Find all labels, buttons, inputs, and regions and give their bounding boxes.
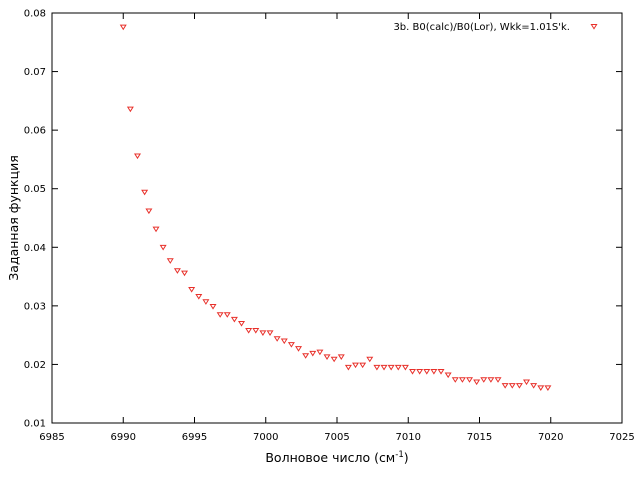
x-tick-label: 7000	[253, 432, 278, 443]
data-point	[494, 377, 502, 383]
data-point	[316, 349, 324, 356]
data-point	[273, 336, 281, 342]
data-point	[437, 369, 445, 375]
x-tick-label: 7005	[324, 432, 349, 443]
data-point	[451, 377, 459, 383]
data-point	[480, 377, 488, 383]
data-point	[166, 258, 174, 264]
x-tick-label: 6995	[182, 432, 207, 443]
data-point	[466, 377, 474, 383]
x-tick-label: 6985	[39, 432, 64, 443]
data-point	[259, 330, 267, 336]
data-point	[359, 362, 367, 369]
y-tick-label: 0.02	[24, 360, 46, 371]
data-point	[487, 377, 495, 383]
data-point	[141, 189, 149, 196]
data-point	[209, 303, 217, 310]
x-tick-label: 7015	[467, 432, 492, 443]
x-tick-label: 6990	[111, 432, 136, 443]
data-point	[159, 244, 167, 251]
y-axis-label: Заданная функция	[6, 155, 21, 280]
data-point	[195, 294, 203, 300]
y-tick-label: 0.01	[24, 419, 46, 430]
data-point	[188, 287, 196, 293]
x-axis-ticks: 6985 6990 6995 7000 7005 7010 7015 7020 7025	[39, 13, 635, 443]
data-point	[416, 369, 424, 375]
y-axis-ticks: 0.01 0.02 0.03 0.04 0.05 0.06 0.07 0.08	[24, 9, 622, 430]
data-point	[401, 364, 409, 371]
data-point	[287, 342, 295, 348]
data-point	[280, 338, 288, 345]
y-tick-label: 0.08	[24, 9, 46, 20]
data-point	[302, 353, 310, 359]
y-tick-label: 0.05	[24, 184, 46, 195]
data-point	[295, 346, 303, 352]
data-point	[366, 356, 374, 363]
plot-area-frame	[51, 12, 623, 424]
x-axis-label-suffix: )	[404, 450, 409, 465]
y-tick-label: 0.04	[24, 243, 46, 254]
data-point	[133, 153, 142, 160]
data-point	[515, 383, 523, 389]
data-point	[523, 379, 531, 386]
data-point	[387, 364, 395, 371]
data-point	[337, 354, 345, 360]
data-point	[266, 330, 274, 336]
y-tick-label: 0.06	[24, 126, 46, 137]
legend-marker-triangle-icon	[590, 24, 598, 30]
data-point	[458, 377, 466, 383]
data-point	[409, 369, 417, 375]
data-point	[152, 226, 160, 233]
data-point	[537, 385, 545, 392]
data-point	[202, 299, 210, 305]
data-point	[181, 270, 189, 277]
data-point	[501, 383, 509, 389]
data-point	[344, 364, 352, 371]
data-point	[544, 385, 552, 392]
data-point	[238, 320, 246, 327]
data-point	[230, 316, 238, 323]
x-tick-label: 7010	[396, 432, 421, 443]
y-tick-label: 0.07	[24, 67, 46, 78]
data-point	[126, 106, 134, 113]
series-points	[119, 24, 552, 392]
data-point	[173, 268, 181, 274]
data-point	[252, 328, 260, 334]
data-point	[145, 208, 153, 215]
data-point	[423, 369, 431, 375]
data-point	[373, 364, 381, 371]
data-point	[323, 354, 331, 360]
data-point	[394, 364, 402, 371]
x-axis-label: Волновое число (см-1)	[265, 450, 408, 465]
x-axis-label-main: Волновое число (см	[265, 450, 395, 465]
data-point	[330, 356, 338, 363]
data-point	[245, 328, 253, 334]
data-point	[380, 364, 388, 371]
data-point	[216, 312, 224, 318]
data-point	[119, 24, 127, 31]
data-point	[223, 312, 231, 318]
x-tick-label: 7025	[609, 432, 634, 443]
y-tick-label: 0.03	[24, 301, 46, 312]
data-point	[444, 372, 452, 379]
x-axis-label-superscript: -1	[395, 450, 403, 460]
data-point	[430, 369, 438, 375]
data-point	[309, 350, 317, 357]
x-tick-label: 7020	[538, 432, 563, 443]
data-point	[473, 379, 481, 386]
legend: 3b. B0(calc)/B0(Lor), Wkk=1.01S'k.	[393, 22, 598, 33]
data-point	[530, 383, 538, 389]
data-point	[508, 383, 516, 389]
legend-label: 3b. B0(calc)/B0(Lor), Wkk=1.01S'k.	[393, 22, 570, 33]
data-point	[352, 362, 360, 369]
